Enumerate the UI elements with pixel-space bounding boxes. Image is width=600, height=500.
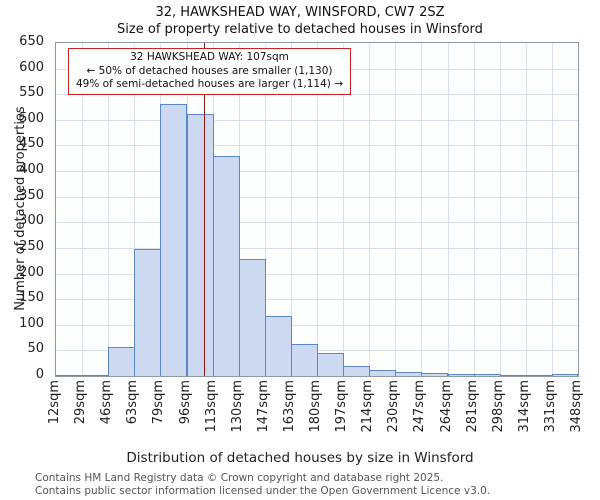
x-tick-label: 130sqm xyxy=(229,380,245,433)
x-tick-label: 348sqm xyxy=(569,380,584,433)
v-gridline xyxy=(395,43,397,376)
marker-annotation-box: 32 HAWKSHEAD WAY: 107sqm ← 50% of detach… xyxy=(68,48,352,95)
x-tick-label: 147sqm xyxy=(255,380,271,433)
chart-title: 32, HAWKSHEAD WAY, WINSFORD, CW7 2SZ xyxy=(155,5,445,20)
histogram-bar xyxy=(473,374,501,376)
y-tick-label: 100 xyxy=(19,315,44,331)
annotation-line-1: 32 HAWKSHEAD WAY: 107sqm xyxy=(130,51,289,63)
x-tick-label: 247sqm xyxy=(412,380,428,433)
y-tick-label: 600 xyxy=(19,59,44,75)
histogram-bar xyxy=(499,374,527,376)
y-tick-label: 200 xyxy=(19,264,44,280)
histogram-bar xyxy=(56,374,84,376)
histogram-bar xyxy=(317,352,345,376)
histogram-bar xyxy=(525,375,553,376)
y-tick-label: 300 xyxy=(19,213,44,229)
histogram-bar xyxy=(134,249,162,376)
x-tick-label: 264sqm xyxy=(438,380,454,433)
y-axis-tick-labels: 0 50 100 150 200 250 300 350 400 450 500 550 600 650 xyxy=(0,34,50,382)
x-tick-label: 46sqm xyxy=(99,380,115,425)
x-axis-title: Distribution of detached houses by size … xyxy=(126,450,474,466)
v-gridline xyxy=(499,43,501,376)
v-gridline xyxy=(317,43,318,376)
y-tick-label: 0 xyxy=(35,367,44,382)
chart-subtitle: Size of property relative to detached ho… xyxy=(117,22,483,37)
x-tick-label: 113sqm xyxy=(203,380,219,433)
histogram-bar xyxy=(551,374,578,376)
x-tick-label: 314sqm xyxy=(516,380,532,433)
y-tick-label: 450 xyxy=(19,136,44,152)
x-tick-label: 214sqm xyxy=(360,380,376,433)
v-gridline xyxy=(551,43,553,376)
histogram-bar xyxy=(186,113,214,376)
histogram-bar xyxy=(369,369,397,376)
v-gridline xyxy=(290,43,292,376)
x-tick-label: 12sqm xyxy=(47,380,62,425)
v-gridline xyxy=(525,43,527,376)
y-tick-label: 150 xyxy=(19,290,44,306)
histogram-bar xyxy=(447,373,475,376)
v-gridline xyxy=(264,43,266,376)
x-tick-label: 331sqm xyxy=(542,380,558,433)
v-gridline xyxy=(134,43,136,376)
footer-line-2: Contains public sector information licen… xyxy=(35,484,491,497)
histogram-bar xyxy=(108,346,136,376)
property-size-marker-line xyxy=(203,43,205,376)
x-tick-label: 180sqm xyxy=(308,380,323,433)
x-tick-label: 63sqm xyxy=(125,380,141,425)
footer-line-1: Contains HM Land Registry data © Crown c… xyxy=(35,472,444,484)
x-axis-tick-labels: 12sqm 29sqm 46sqm 63sqm 79sqm 96sqm 113sqm 130s… xyxy=(47,380,584,452)
v-gridline xyxy=(108,43,110,376)
attribution-footer: Contains HM Land Registry data © Crown c… xyxy=(35,472,490,497)
v-gridline xyxy=(473,43,475,376)
y-tick-label: 500 xyxy=(19,110,44,126)
annotation-line-2: ← 50% of detached houses are smaller (1,… xyxy=(86,64,333,77)
v-gridline xyxy=(447,43,449,376)
annotation-line-3: 49% of semi-detached houses are larger (… xyxy=(76,78,344,91)
y-tick-label: 250 xyxy=(19,238,44,254)
y-tick-label: 350 xyxy=(19,187,44,203)
histogram-bar xyxy=(82,374,110,376)
x-tick-label: 281sqm xyxy=(464,380,480,433)
v-gridline xyxy=(343,43,345,376)
v-gridline xyxy=(369,43,371,376)
histogram-bar xyxy=(212,155,240,376)
y-tick-label: 550 xyxy=(19,85,44,101)
v-gridline xyxy=(82,43,84,376)
plot-area: 32 HAWKSHEAD WAY: 107sqm ← 50% of detach… xyxy=(55,42,579,377)
x-tick-label: 96sqm xyxy=(177,380,193,425)
y-tick-label: 650 xyxy=(19,34,44,49)
x-tick-label: 79sqm xyxy=(151,380,167,425)
x-tick-label: 230sqm xyxy=(386,380,402,433)
histogram-bar xyxy=(290,344,318,376)
histogram-bar xyxy=(160,104,188,376)
x-tick-label: 163sqm xyxy=(281,380,297,433)
y-tick-label: 400 xyxy=(19,162,44,178)
x-tick-label: 197sqm xyxy=(334,380,350,433)
histogram-bar xyxy=(343,365,371,376)
y-tick-label: 50 xyxy=(27,341,44,357)
histogram-bar xyxy=(395,371,423,376)
x-tick-label: 298sqm xyxy=(490,380,506,433)
x-tick-label: 29sqm xyxy=(73,380,89,425)
v-gridline xyxy=(421,43,423,376)
histogram-bar xyxy=(264,316,292,376)
histogram-bar xyxy=(421,372,449,376)
histogram-bar xyxy=(238,259,266,376)
